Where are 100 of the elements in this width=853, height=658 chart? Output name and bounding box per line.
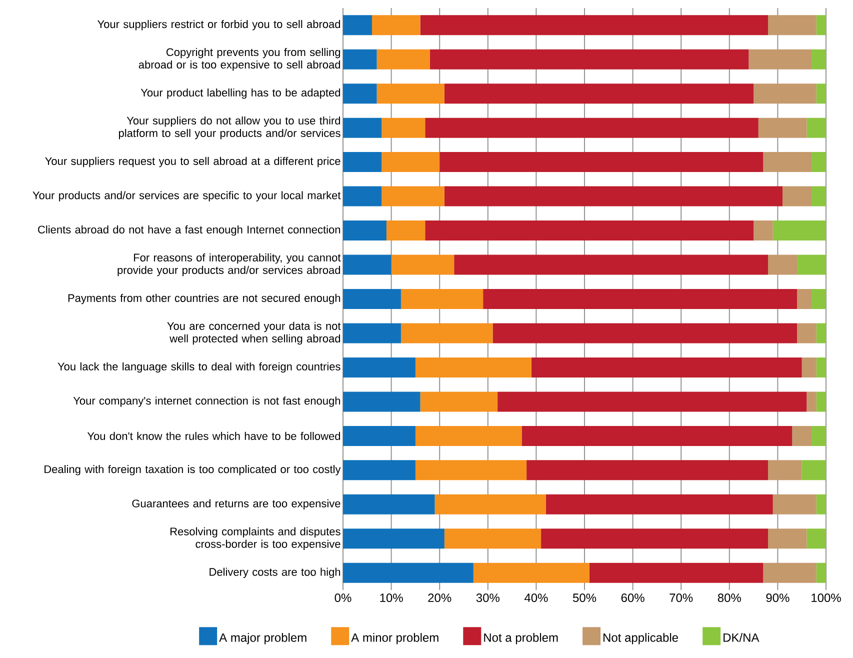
y-tick-label: Clients abroad do not have a fast enough Internet connection — [38, 225, 340, 236]
x-tick-label: 10% — [380, 594, 403, 602]
legend-label: Not applicable — [604, 633, 678, 644]
bar — [492, 323, 798, 344]
y-tick-label: Your company's internet connection is not fast enough — [73, 396, 340, 407]
bar — [343, 118, 382, 138]
bar — [483, 289, 798, 310]
bar — [343, 426, 416, 446]
bar — [415, 426, 522, 446]
bar — [806, 118, 826, 138]
bar — [382, 186, 444, 206]
y-tick-label: You lack the language skills to deal with foreign countries — [58, 362, 340, 373]
bar — [498, 392, 807, 412]
y-tick-label: Your suppliers restrict or forbid you to sell abroad — [97, 20, 340, 30]
bar — [802, 357, 816, 378]
bar — [343, 460, 416, 480]
bar — [772, 220, 826, 241]
bar — [444, 528, 542, 549]
x-tick-label: 70% — [670, 594, 693, 602]
bar — [420, 15, 768, 36]
x-tick-label: 90% — [766, 594, 790, 602]
x-tick-label: 80% — [718, 594, 741, 602]
bar — [816, 84, 826, 104]
bar — [343, 15, 372, 36]
bar — [391, 254, 454, 275]
bar — [531, 357, 802, 378]
bar — [444, 84, 754, 104]
y-tick-label: Resolving complaints and disputes cross-border is too expensive — [170, 527, 340, 550]
bar — [758, 118, 807, 138]
bar — [343, 528, 444, 549]
legend-label: A major problem — [219, 633, 306, 644]
bar — [797, 289, 812, 310]
bar — [546, 494, 773, 514]
bar — [816, 562, 826, 583]
y-tick-label: Payments from other countries are not secured enough — [68, 294, 340, 304]
x-tick-label: 0% — [334, 594, 352, 602]
bar — [816, 323, 826, 344]
y-tick-label: Your suppliers request you to sell abroad at a different price — [45, 156, 340, 168]
bar — [382, 152, 440, 172]
bar — [440, 152, 764, 172]
x-tick-label: 30% — [476, 594, 500, 602]
bar — [812, 186, 826, 206]
bar — [541, 528, 768, 549]
bar — [343, 392, 420, 412]
bar — [816, 357, 826, 378]
bar — [400, 323, 493, 344]
bar — [768, 528, 807, 549]
bar — [754, 84, 816, 104]
bar — [806, 392, 816, 412]
bar — [343, 289, 401, 310]
bar — [812, 426, 826, 446]
bar — [812, 49, 826, 70]
bar — [400, 289, 484, 310]
bar — [797, 323, 816, 344]
bar — [343, 220, 386, 241]
bar — [454, 254, 768, 275]
legend-label: A minor problem — [351, 633, 438, 644]
bar — [430, 49, 749, 70]
bar — [343, 84, 377, 104]
bar — [763, 152, 812, 172]
bar — [763, 562, 816, 583]
y-tick-label: Your suppliers do not allow you to use third platform to sell your products and/or services — [118, 116, 340, 140]
bar — [589, 562, 764, 583]
bar — [434, 494, 546, 514]
y-tick-label: Dealing with foreign taxation is too complicated or too costly — [44, 465, 341, 476]
y-tick-label: For reasons of interoperability, you cannot provide your products and/or services abroad — [118, 253, 341, 276]
bar — [343, 49, 377, 70]
bar — [754, 220, 773, 241]
legend-label: DK/NA — [724, 633, 760, 642]
y-tick-label: Guarantees and returns are too expensive — [132, 499, 340, 510]
y-tick-label: You are concerned your data is not well protected when selling abroad — [167, 322, 341, 345]
bar — [420, 392, 498, 412]
bar — [376, 84, 444, 104]
bar — [768, 254, 798, 275]
x-tick-label: 20% — [428, 594, 452, 602]
bar — [343, 357, 416, 378]
bar — [382, 118, 426, 138]
bar — [782, 186, 812, 206]
bar — [806, 528, 826, 549]
y-tick-label: Copyright prevents you from selling abroad or is too expensive to sell abroad — [138, 48, 340, 71]
bar — [444, 186, 783, 206]
bar — [797, 254, 826, 275]
bar — [343, 186, 382, 206]
x-tick-label: 40% — [524, 594, 548, 602]
bar — [812, 289, 826, 310]
bar — [526, 460, 768, 480]
y-tick-label: Your products and/or services are specific to your local market — [32, 191, 341, 202]
bar — [772, 494, 816, 514]
bar — [425, 118, 758, 138]
x-tick-label: 100% — [812, 594, 841, 602]
bar — [372, 15, 420, 36]
bar — [343, 254, 392, 275]
bar — [343, 494, 435, 514]
bar — [748, 49, 812, 70]
bar — [415, 460, 527, 480]
bar — [812, 152, 826, 172]
x-tick-label: 50% — [572, 594, 596, 602]
bar — [802, 460, 826, 480]
bar — [473, 562, 590, 583]
bar — [816, 494, 826, 514]
